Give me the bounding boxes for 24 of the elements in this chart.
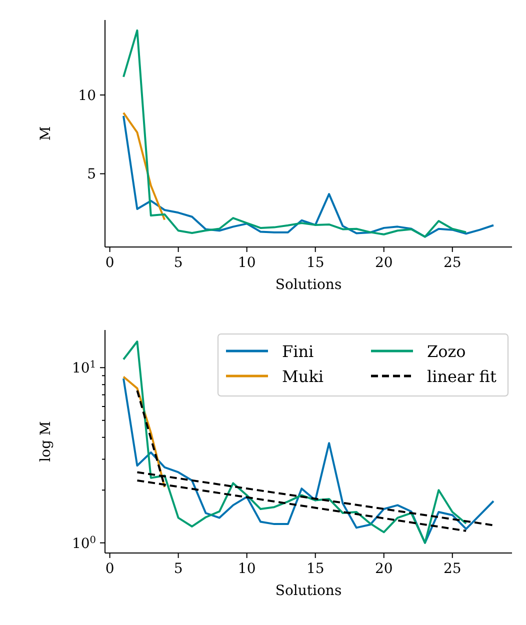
x-tick-label: 10 xyxy=(238,255,256,271)
x-tick-label: 15 xyxy=(306,255,324,271)
y-tick-label: 10$^{0}$ xyxy=(72,534,96,552)
legend-label: Muki xyxy=(282,367,324,386)
y-tick-label: 10$^{1}$ xyxy=(72,359,96,377)
y-axis-title: log M xyxy=(38,421,54,462)
x-tick-label: 10 xyxy=(238,561,256,577)
y-tick-label: 10 xyxy=(78,88,96,104)
x-tick-label: 20 xyxy=(374,561,393,577)
x-tick-label: 0 xyxy=(105,255,114,271)
x-tick-label: 5 xyxy=(174,255,183,271)
x-tick-label: 15 xyxy=(306,561,324,577)
legend-label: Fini xyxy=(282,342,314,361)
legend-label: linear fit xyxy=(427,367,497,386)
x-tick-label: 25 xyxy=(443,561,462,577)
x-axis-title: Solutions xyxy=(275,583,342,599)
x-axis-title: Solutions xyxy=(275,277,342,293)
y-axis-title: M xyxy=(38,126,54,141)
y-tick-label: 5 xyxy=(87,166,96,183)
legend-label: Zozo xyxy=(427,342,466,361)
x-tick-label: 25 xyxy=(443,255,462,271)
x-tick-label: 0 xyxy=(105,561,114,577)
x-tick-label: 5 xyxy=(174,561,183,577)
x-tick-label: 20 xyxy=(374,255,393,271)
